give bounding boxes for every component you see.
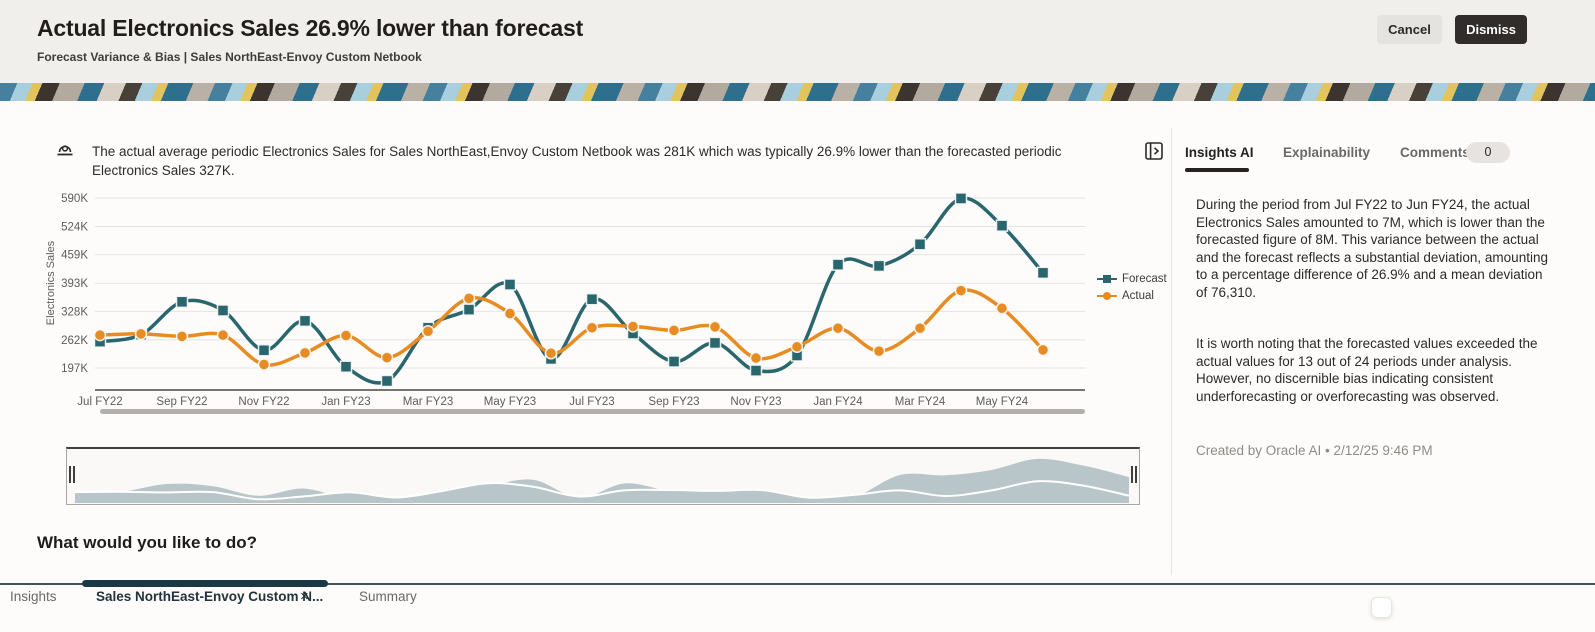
page-title: Actual Electronics Sales 26.9% lower tha… — [37, 15, 584, 41]
svg-text:May FY23: May FY23 — [484, 396, 536, 408]
svg-text:Mar FY24: Mar FY24 — [895, 396, 946, 408]
legend-label: Forecast — [1122, 272, 1167, 285]
variance-line-chart[interactable]: 590K 524K 459K 393K 328K 262K 197K Electronics … — [40, 183, 1145, 423]
created-by-footer: Created by Oracle AI • 2/12/25 9:46 PM — [1196, 443, 1433, 458]
insights-ai-paragraph: During the period from Jul FY22 to Jun F… — [1196, 197, 1548, 300]
svg-text:Jul FY23: Jul FY23 — [569, 396, 614, 408]
svg-text:Jul FY22: Jul FY22 — [77, 396, 122, 408]
range-handle-left[interactable] — [69, 466, 75, 483]
tab-comments[interactable]: Comments — [1400, 145, 1470, 160]
prompt-heading: What would you like to do? — [37, 533, 258, 552]
active-tab-indicator — [82, 580, 328, 587]
tab-summary[interactable]: Summary — [359, 589, 417, 604]
svg-text:Nov FY23: Nov FY23 — [730, 396, 781, 408]
chart-legend: Forecast Actual — [1097, 271, 1167, 305]
chart-overview-scroller[interactable] — [66, 447, 1140, 505]
range-handle-right[interactable] — [1131, 466, 1137, 483]
svg-text:590K: 590K — [61, 193, 88, 205]
svg-text:393K: 393K — [61, 278, 88, 290]
overview-area-silhouette — [74, 458, 1130, 504]
svg-text:Mar FY23: Mar FY23 — [403, 396, 454, 408]
bottom-tabbar-divider — [0, 583, 1595, 585]
panel-divider — [1171, 128, 1172, 575]
comments-count-badge: 0 — [1466, 142, 1510, 163]
cancel-button[interactable]: Cancel — [1377, 15, 1442, 44]
tab-insights[interactable]: Insights — [10, 589, 57, 604]
insight-bell-icon — [56, 139, 74, 158]
svg-text:328K: 328K — [61, 306, 88, 318]
svg-text:Sep FY22: Sep FY22 — [156, 396, 207, 408]
page-header: Actual Electronics Sales 26.9% lower tha… — [0, 0, 1595, 83]
svg-text:197K: 197K — [61, 363, 88, 375]
svg-text:524K: 524K — [61, 222, 88, 234]
svg-text:Sep FY23: Sep FY23 — [648, 396, 699, 408]
svg-text:Jan FY24: Jan FY24 — [813, 396, 863, 408]
chart-horizontal-scrollbar[interactable] — [100, 409, 1085, 414]
legend-item-actual[interactable]: Actual — [1097, 288, 1167, 303]
svg-text:Nov FY22: Nov FY22 — [238, 396, 289, 408]
page-subtitle: Forecast Variance & Bias | Sales NorthEa… — [37, 50, 422, 64]
insights-ai-tab-underline — [1185, 168, 1249, 172]
close-icon[interactable]: × — [300, 588, 309, 605]
dismiss-button[interactable]: Dismiss — [1455, 15, 1527, 44]
tab-sales-northeast-envoy[interactable]: Sales NorthEast-Envoy Custom N... — [96, 589, 324, 604]
floating-widget-button[interactable] — [1371, 597, 1392, 618]
insights-ai-paragraph: It is worth noting that the forecasted v… — [1196, 336, 1538, 404]
tab-insights-ai[interactable]: Insights AI — [1185, 145, 1254, 160]
tab-explainability[interactable]: Explainability — [1283, 145, 1371, 160]
collapse-panel-icon[interactable] — [1145, 142, 1163, 160]
svg-text:262K: 262K — [61, 335, 88, 347]
decorative-tape-banner — [0, 83, 1595, 101]
actual-circle-marker-icon — [1097, 290, 1117, 302]
forecast-square-marker-icon — [1097, 273, 1117, 285]
svg-text:Jan FY23: Jan FY23 — [321, 396, 370, 408]
svg-text:May FY24: May FY24 — [976, 396, 1029, 408]
legend-label: Actual — [1122, 289, 1154, 302]
svg-text:459K: 459K — [61, 250, 88, 262]
legend-item-forecast[interactable]: Forecast — [1097, 271, 1167, 286]
svg-text:Electronics Sales: Electronics Sales — [45, 240, 57, 325]
insight-summary-text: The actual average periodic Electronics … — [92, 144, 1062, 178]
